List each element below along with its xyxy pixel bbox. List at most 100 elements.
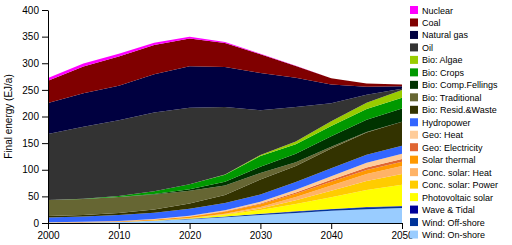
y-tick: 250 [22, 85, 48, 96]
y-tick-label: 50 [28, 191, 40, 202]
chart: 2000201020202030204020500501001502002503… [0, 0, 512, 245]
x-tick-mark [402, 223, 403, 229]
legend-label: Coal [422, 18, 441, 28]
x-tick: 2040 [321, 223, 344, 241]
y-tick-label: 200 [22, 111, 39, 122]
y-tick-label: 100 [22, 164, 39, 175]
legend-swatch [410, 18, 418, 26]
legend-label: Natural gas [422, 30, 469, 40]
legend-label: Wave & Tidal [422, 205, 475, 215]
legend-swatch [410, 118, 418, 126]
x-tick-mark [260, 223, 261, 229]
legend-item: Wind: Off-shore [410, 218, 485, 228]
y-tick: 300 [22, 58, 48, 69]
legend-swatch [410, 68, 418, 76]
y-tick-label: 400 [22, 5, 39, 16]
y-tick-mark [42, 196, 48, 197]
y-tick-label: 150 [22, 138, 39, 149]
legend-item: Oil [410, 43, 433, 53]
y-tick-mark [42, 223, 48, 224]
x-tick-mark [119, 223, 120, 229]
legend-label: Oil [422, 43, 433, 53]
y-tick-mark [42, 10, 48, 11]
legend-item: Wave & Tidal [410, 205, 475, 215]
y-tick: 0 [33, 218, 48, 229]
legend-label: Bio: Crops [422, 68, 465, 78]
y-axis-line [48, 11, 49, 224]
x-tick-label: 2020 [179, 230, 202, 241]
legend-label: Nuclear [422, 6, 453, 16]
legend-item: Geo: Heat [410, 130, 464, 140]
y-tick: 350 [22, 31, 48, 42]
x-tick-mark [190, 223, 191, 229]
legend-item: Photovoltaic solar [410, 193, 493, 203]
legend-swatch [410, 81, 418, 89]
y-tick-mark [42, 117, 48, 118]
legend-item: Bio: Algae [410, 55, 463, 65]
legend-label: Solar thermal [422, 155, 476, 165]
x-tick-label: 2030 [250, 230, 273, 241]
x-tick: 2010 [108, 223, 131, 241]
legend-swatch [410, 168, 418, 176]
legend: Nuclear Coal Natural gas Oil Bio: Algae Bio: … [410, 6, 498, 241]
legend-item: Natural gas [410, 30, 469, 40]
area [48, 37, 402, 85]
x-tick: 2030 [250, 223, 273, 241]
x-tick-label: 2010 [108, 230, 131, 241]
y-tick-mark [42, 63, 48, 64]
x-tick-label: 2000 [37, 230, 60, 241]
legend-item: Bio: Comp.Fellings [410, 80, 498, 90]
x-tick: 2000 [37, 223, 60, 241]
legend-item: Bio: Crops [410, 68, 465, 78]
y-axis-title: Final energy (EJ/a) [3, 74, 14, 158]
legend-swatch [410, 181, 418, 189]
x-tick-mark [331, 223, 332, 229]
legend-swatch [410, 106, 418, 114]
x-axis: 200020102020203020402050 [37, 223, 414, 241]
legend-label: Bio: Algae [422, 55, 463, 65]
legend-swatch [410, 131, 418, 139]
y-tick: 200 [22, 111, 48, 122]
legend-swatch [410, 31, 418, 39]
y-tick-mark [42, 90, 48, 91]
x-tick: 2020 [179, 223, 202, 241]
y-tick-label: 0 [33, 218, 39, 229]
legend-swatch [410, 193, 418, 201]
y-tick-mark [42, 143, 48, 144]
y-tick: 50 [28, 191, 48, 202]
legend-swatch [410, 231, 418, 239]
legend-swatch [410, 93, 418, 101]
legend-item: Solar thermal [410, 155, 476, 165]
y-tick-label: 350 [22, 31, 39, 42]
legend-item: Bio: Resid.&Waste [410, 105, 497, 115]
legend-label: Wind: On-shore [422, 230, 485, 240]
legend-swatch [410, 56, 418, 64]
y-tick-mark [42, 37, 48, 38]
legend-item: Coal [410, 18, 441, 28]
legend-swatch [410, 143, 418, 151]
legend-label: Bio: Resid.&Waste [422, 105, 497, 115]
legend-item: Bio: Traditional [410, 93, 482, 103]
y-tick-label: 250 [22, 85, 39, 96]
plot: 2000201020202030204020500501001502002503… [22, 5, 414, 241]
legend-label: Bio: Traditional [422, 93, 482, 103]
y-tick: 150 [22, 138, 48, 149]
legend-item: Conc. solar: Power [410, 180, 498, 190]
y-tick: 100 [22, 164, 48, 175]
legend-swatch [410, 206, 418, 214]
y-tick: 400 [22, 5, 48, 16]
x-tick-mark [48, 223, 49, 229]
y-tick-label: 300 [22, 58, 39, 69]
x-axis-line [49, 223, 403, 224]
legend-label: Wind: Off-shore [422, 218, 485, 228]
legend-swatch [410, 218, 418, 226]
legend-label: Geo: Heat [422, 130, 464, 140]
areas [48, 37, 402, 223]
legend-item: Hydropower [410, 118, 471, 128]
legend-item: Wind: On-shore [410, 230, 485, 240]
legend-item: Conc. solar: Heat [410, 168, 492, 178]
y-tick-mark [42, 170, 48, 171]
legend-label: Photovoltaic solar [422, 193, 493, 203]
legend-item: Nuclear [410, 6, 453, 16]
legend-label: Conc. solar: Heat [422, 168, 492, 178]
